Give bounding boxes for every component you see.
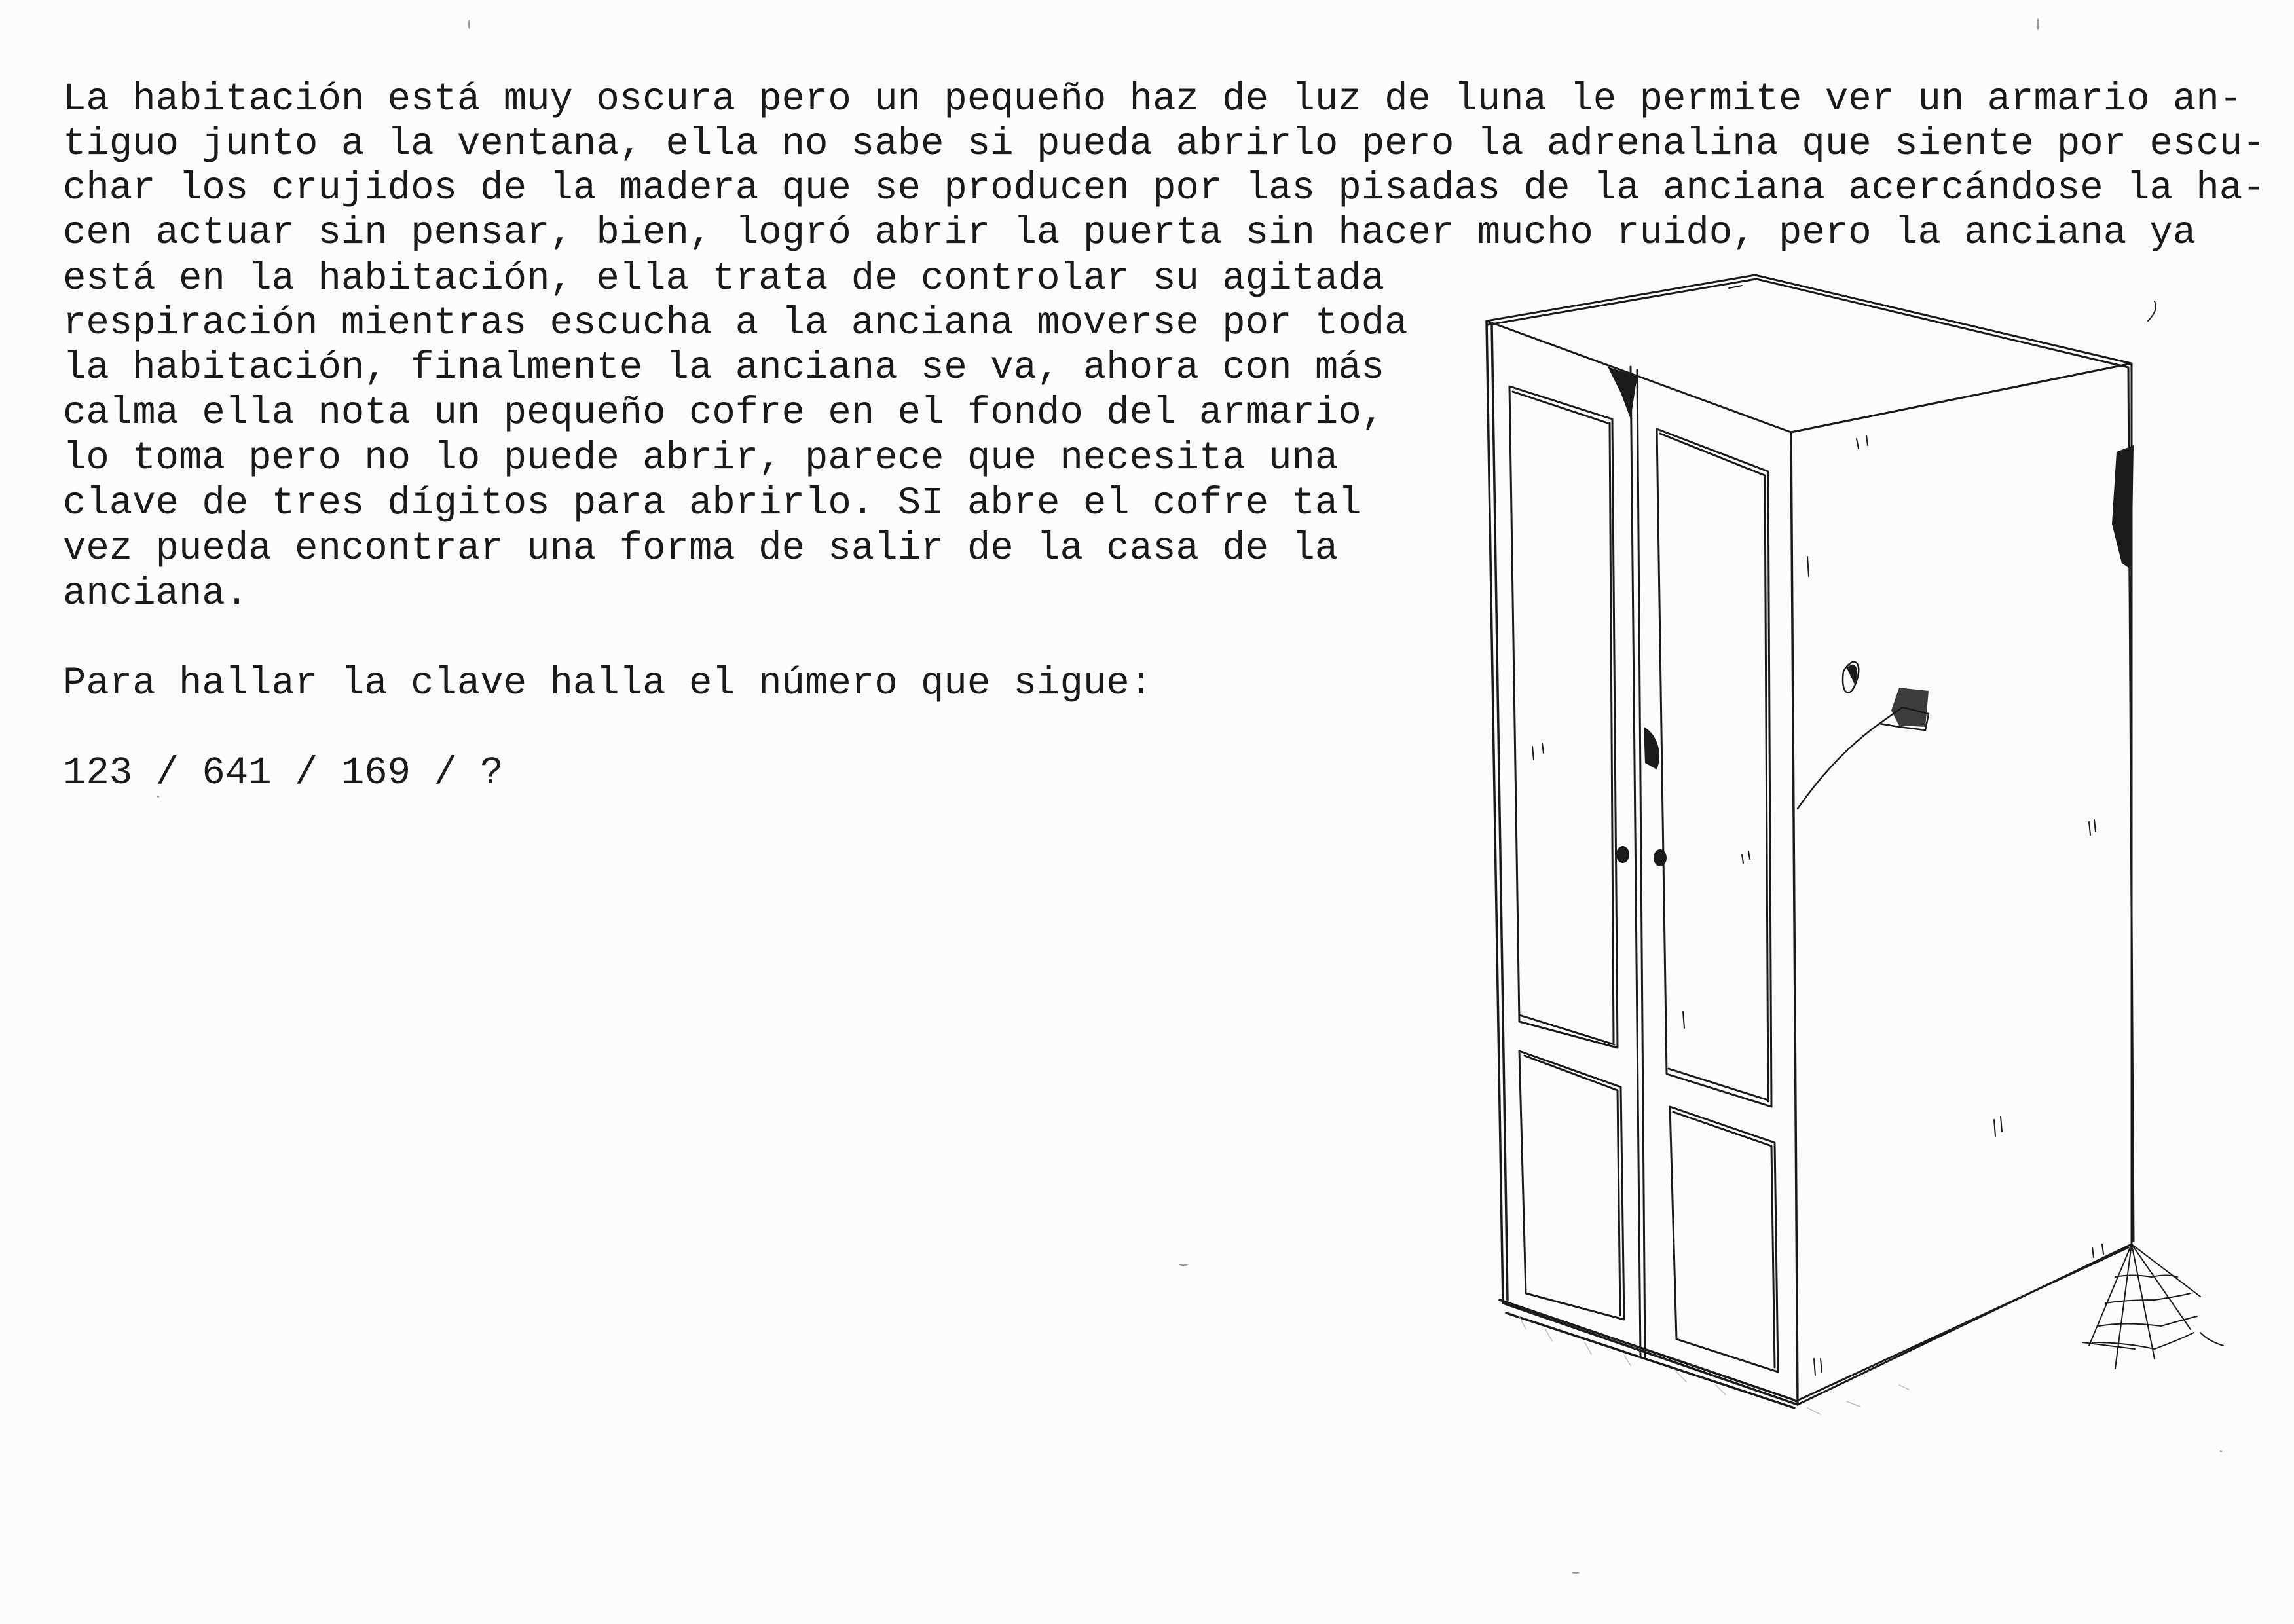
puzzle-prompt: Para hallar la clave halla el número que… [63,661,1153,705]
door-mark [1644,727,1659,769]
story-line-8: calma ella nota un pequeño cofre en el f… [63,391,1385,435]
paper-speck [157,796,159,798]
shading-strokes [1532,285,2156,1376]
cobweb-side [2112,445,2134,570]
story-line-6: respiración mientras escucha a la ancian… [63,301,1408,345]
door-knobs [1616,846,1667,866]
paper-speck [468,20,470,29]
wardrobe-illustration [1485,274,2224,1415]
paper-speck [2220,1450,2222,1452]
story-line-10: clave de tres dígitos para abrirlo. SI a… [63,481,1361,525]
left-door-upper-panel [1508,385,1619,1049]
ground-shadow [1519,1316,1910,1415]
story-line-5: está en la habitación, ella trata de con… [63,257,1385,301]
web-strand-fill [1847,664,1929,727]
right-door-lower-panel [1669,1105,1779,1373]
right-door-upper-panel [1656,428,1773,1108]
story-line-3: char los crujidos de la madera que se pr… [63,166,2266,210]
paper-speck [1179,1264,1188,1266]
door-split [1629,365,1646,1358]
wardrobe-side [1790,362,2135,1406]
story-line-1: La habitación está muy oscura pero un pe… [63,77,2243,121]
story-line-9: lo toma pero no lo puede abrir, parece q… [63,436,1339,480]
story-line-2: tiguo junto a la ventana, ella no sabe s… [63,122,2266,166]
story-line-7: la habitación, finalmente la anciana se … [63,346,1385,390]
puzzle-sequence: 123 / 641 / 169 / ? [63,751,504,795]
web-strand [1796,661,1930,810]
cobweb-top [1608,367,1637,419]
wardrobe-top [1485,274,2133,434]
story-line-11: vez pueda encontrar una forma de salir d… [63,526,1339,570]
paper-speck [1572,1572,1580,1574]
wardrobe-front [1485,320,1799,1409]
spider-web [2082,1244,2224,1369]
story-line-12: anciana. [63,572,249,616]
paper-speck [2037,18,2039,30]
left-door-lower-panel [1518,1050,1625,1321]
story-line-4: cen actuar sin pensar, bien, logró abrir… [63,211,2196,255]
